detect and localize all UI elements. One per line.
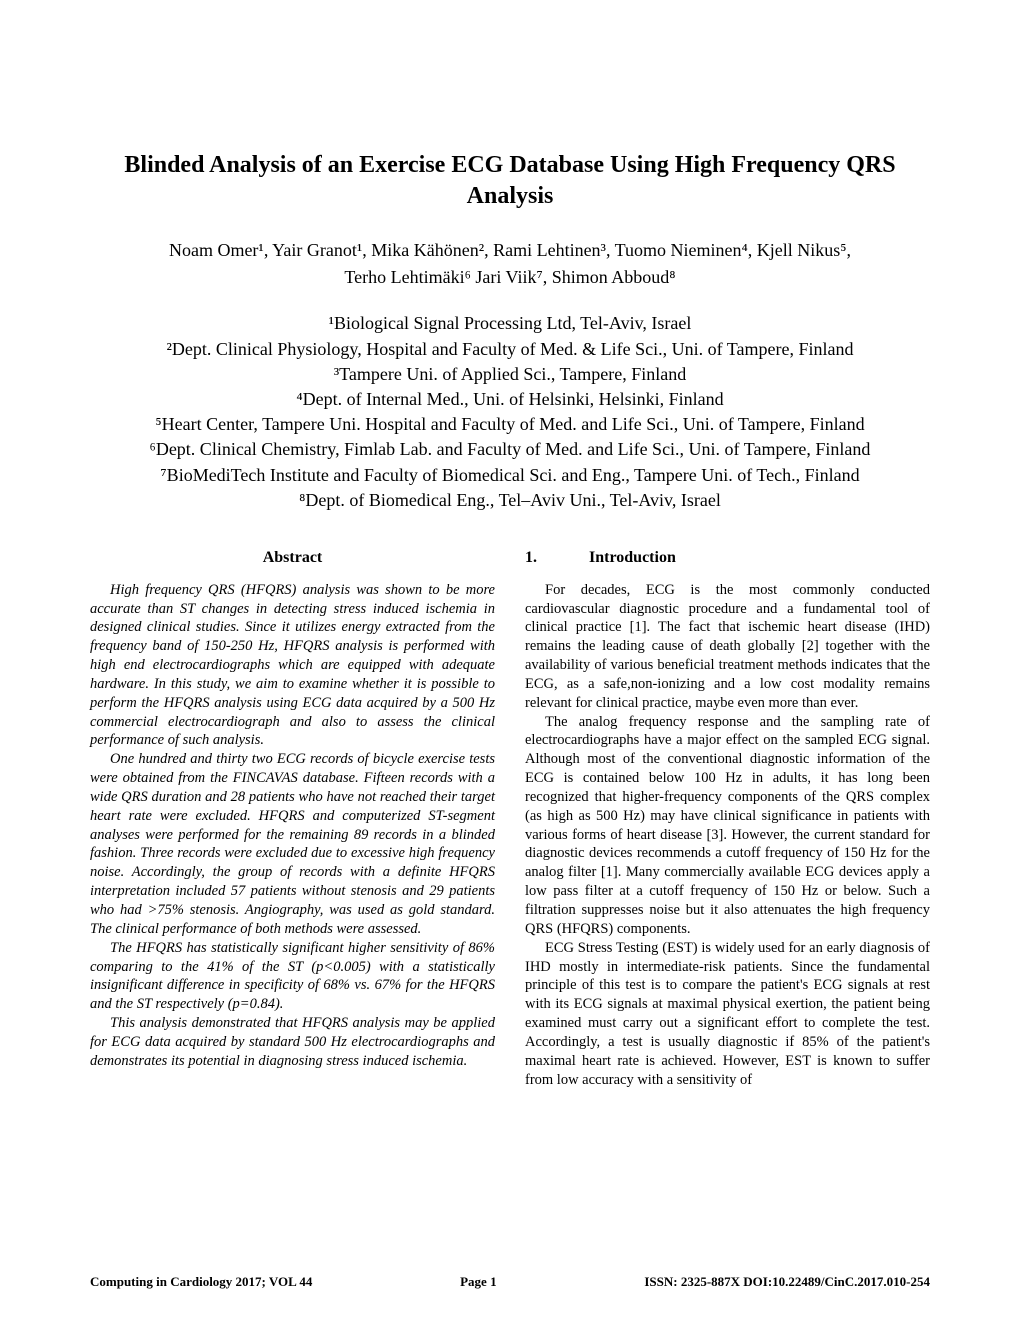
page-footer: Computing in Cardiology 2017; VOL 44 Pag… — [90, 1274, 930, 1290]
intro-paragraph-3: ECG Stress Testing (EST) is widely used … — [525, 939, 930, 1090]
affiliation-6: ⁶Dept. Clinical Chemistry, Fimlab Lab. a… — [90, 437, 930, 462]
abstract-body: High frequency QRS (HFQRS) analysis was … — [90, 581, 495, 1071]
affiliations-block: ¹Biological Signal Processing Ltd, Tel-A… — [90, 311, 930, 513]
abstract-paragraph-1: High frequency QRS (HFQRS) analysis was … — [90, 581, 495, 751]
paper-title: Blinded Analysis of an Exercise ECG Data… — [90, 150, 930, 212]
footer-right: ISSN: 2325-887X DOI:10.22489/CinC.2017.0… — [644, 1274, 930, 1290]
affiliation-4: ⁴Dept. of Internal Med., Uni. of Helsink… — [90, 387, 930, 412]
intro-paragraph-2: The analog frequency response and the sa… — [525, 713, 930, 939]
authors-block: Noam Omer¹, Yair Granot¹, Mika Kähönen²,… — [90, 237, 930, 291]
introduction-body: For decades, ECG is the most commonly co… — [525, 581, 930, 1090]
intro-paragraph-1: For decades, ECG is the most commonly co… — [525, 581, 930, 713]
abstract-paragraph-2: One hundred and thirty two ECG records o… — [90, 750, 495, 938]
authors-line-2: Terho Lehtimäki⁶ Jari Viik⁷, Shimon Abbo… — [90, 264, 930, 291]
introduction-heading: 1. Introduction — [525, 548, 930, 569]
left-column: Abstract High frequency QRS (HFQRS) anal… — [90, 548, 495, 1090]
affiliation-5: ⁵Heart Center, Tampere Uni. Hospital and… — [90, 412, 930, 437]
abstract-paragraph-3: The HFQRS has statistically significant … — [90, 939, 495, 1014]
footer-center: Page 1 — [460, 1274, 496, 1290]
affiliation-2: ²Dept. Clinical Physiology, Hospital and… — [90, 337, 930, 362]
affiliation-3: ³Tampere Uni. of Applied Sci., Tampere, … — [90, 362, 930, 387]
section-number: 1. — [525, 548, 585, 569]
footer-left: Computing in Cardiology 2017; VOL 44 — [90, 1274, 312, 1290]
abstract-heading: Abstract — [90, 548, 495, 569]
authors-line-1: Noam Omer¹, Yair Granot¹, Mika Kähönen²,… — [90, 237, 930, 264]
affiliation-1: ¹Biological Signal Processing Ltd, Tel-A… — [90, 311, 930, 336]
affiliation-7: ⁷BioMediTech Institute and Faculty of Bi… — [90, 463, 930, 488]
affiliation-8: ⁸Dept. of Biomedical Eng., Tel–Aviv Uni.… — [90, 488, 930, 513]
content-columns: Abstract High frequency QRS (HFQRS) anal… — [90, 548, 930, 1090]
section-title: Introduction — [589, 549, 676, 566]
right-column: 1. Introduction For decades, ECG is the … — [525, 548, 930, 1090]
abstract-paragraph-4: This analysis demonstrated that HFQRS an… — [90, 1014, 495, 1071]
